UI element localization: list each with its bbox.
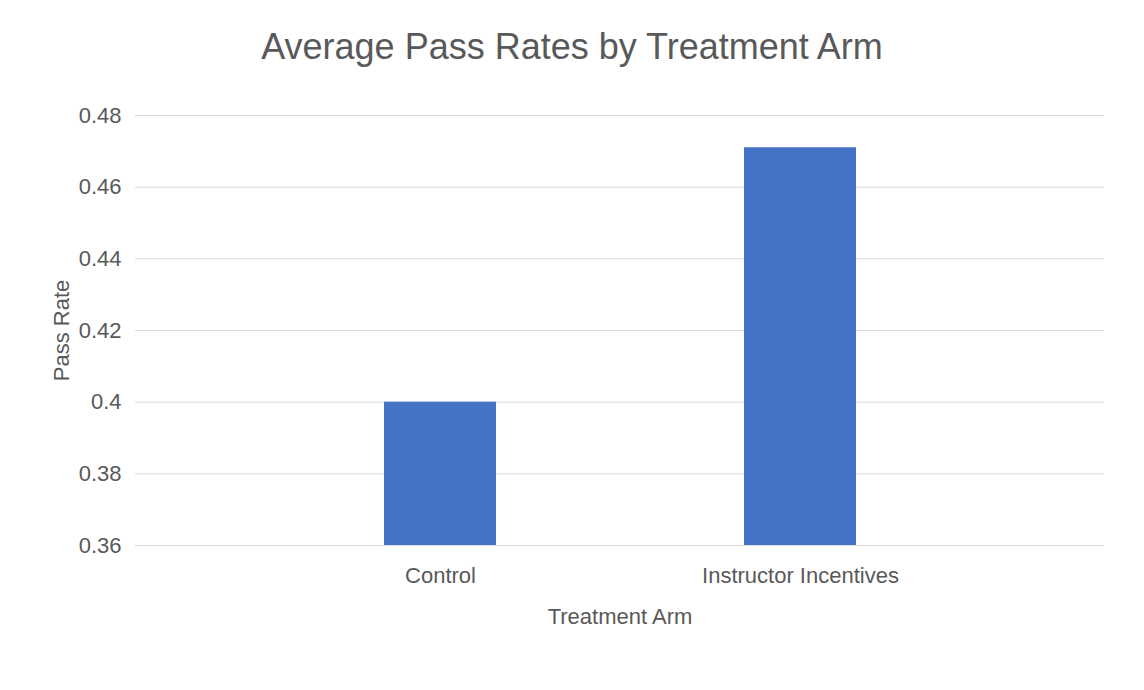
- svg-text:Treatment Arm: Treatment Arm: [548, 604, 693, 629]
- svg-text:Pass Rate: Pass Rate: [49, 280, 74, 382]
- svg-text:0.46: 0.46: [79, 174, 122, 199]
- svg-text:0.48: 0.48: [79, 103, 122, 128]
- svg-text:Instructor Incentives: Instructor Incentives: [702, 563, 899, 588]
- html-text:Average Pass Rates by Treatmen: Average Pass Rates by Treatment Arm: [261, 26, 883, 67]
- svg-text:0.38: 0.38: [79, 461, 122, 486]
- svg-text:0.42: 0.42: [79, 318, 122, 343]
- svg-text:0.44: 0.44: [79, 246, 122, 271]
- svg-text:0.4: 0.4: [91, 389, 122, 414]
- svg-text:Control: Control: [405, 563, 476, 588]
- svg-text:0.36: 0.36: [79, 533, 122, 558]
